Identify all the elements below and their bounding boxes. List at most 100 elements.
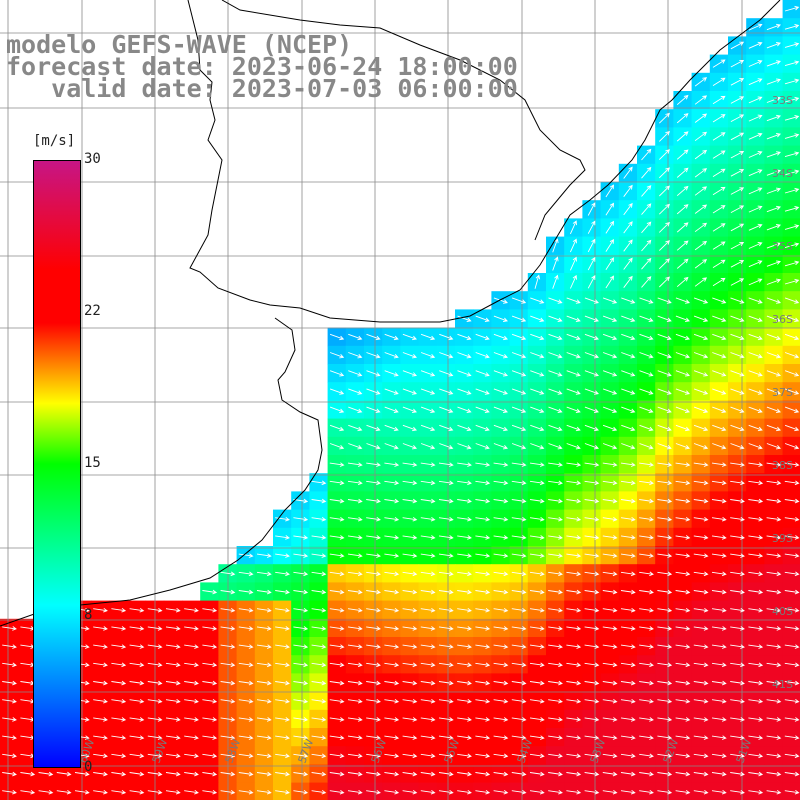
wind-arrow [475, 717, 491, 722]
wind-arrow [639, 535, 654, 540]
wind-arrow [657, 717, 673, 722]
wind-arrow [639, 352, 654, 359]
wind-arrow [675, 480, 691, 486]
wind-arrow [712, 388, 727, 395]
wind-arrow [511, 535, 527, 540]
wind-arrow [620, 735, 636, 740]
wind-arrow [493, 571, 509, 577]
wind-arrow [784, 297, 800, 304]
wind-arrow [748, 735, 764, 740]
wind-arrow [675, 644, 691, 649]
wind-arrow [657, 480, 673, 486]
wind-arrow [730, 535, 745, 540]
wind-arrow [621, 388, 636, 395]
colorbar-tick-15: 15 [84, 455, 101, 471]
wind-arrow [529, 571, 545, 577]
wind-arrow [129, 771, 145, 777]
wind-arrow [566, 698, 582, 704]
wind-arrow [676, 204, 689, 215]
wind-arrow [602, 698, 618, 704]
wind-arrow [457, 735, 472, 740]
wind-arrow [602, 662, 618, 668]
wind-arrow [552, 256, 559, 271]
wind-arrow [165, 644, 181, 649]
wind-arrow [2, 735, 17, 740]
wind-arrow [748, 388, 763, 395]
wind-arrow [730, 260, 745, 268]
wind-arrow [475, 370, 490, 377]
wind-arrow [475, 680, 491, 686]
wind-arrow [602, 735, 618, 740]
wind-arrow [402, 717, 418, 722]
wind-arrow [438, 771, 454, 777]
wind-arrow [147, 717, 163, 722]
wind-arrow [293, 753, 309, 759]
wind-arrow [311, 480, 327, 486]
wind-arrow [605, 184, 615, 198]
wind-arrow [675, 662, 691, 668]
wind-arrow [623, 257, 633, 270]
wind-arrow [675, 680, 691, 686]
wind-arrow [766, 187, 781, 194]
wind-arrow [566, 771, 582, 777]
wind-arrow [748, 462, 764, 467]
wind-arrow [93, 789, 108, 795]
wind-arrow [784, 370, 800, 377]
wind-arrow [202, 717, 218, 722]
wind-arrow [402, 424, 417, 432]
wind-arrow [475, 698, 491, 704]
wind-arrow [438, 535, 454, 540]
wind-arrow [384, 789, 400, 795]
wind-arrow [220, 771, 236, 777]
wind-arrow [730, 480, 745, 486]
wind-arrow [347, 553, 363, 558]
wind-arrow [74, 771, 90, 777]
wind-arrow [256, 771, 272, 777]
wind-arrow [111, 680, 127, 686]
wind-arrow [256, 589, 272, 595]
wind-arrow [584, 315, 599, 322]
wind-arrow [620, 480, 636, 486]
wind-arrow [457, 370, 472, 377]
wind-arrow [329, 553, 345, 558]
wind-arrow [748, 498, 764, 504]
wind-arrow [202, 589, 218, 595]
wind-arrow [730, 789, 745, 795]
wind-arrow [293, 535, 309, 540]
wind-arrow [402, 680, 418, 686]
wind-arrow [730, 352, 745, 359]
wind-arrow [675, 753, 691, 759]
wind-arrow [2, 789, 17, 795]
wind-arrow [165, 735, 181, 740]
wind-arrow [711, 480, 727, 486]
wind-arrow [676, 113, 689, 124]
wind-arrow [584, 589, 600, 595]
wind-arrow [256, 789, 272, 795]
wind-arrow [784, 771, 800, 777]
wind-arrow [311, 698, 327, 704]
wind-arrow [693, 698, 709, 704]
wind-arrow [74, 789, 90, 795]
wind-arrow [566, 535, 582, 540]
wind-arrow [602, 406, 618, 413]
wind-arrow [402, 388, 417, 395]
wind-arrow [438, 553, 454, 558]
wind-arrow [202, 680, 218, 686]
wind-arrow [605, 202, 615, 216]
wind-arrow [384, 553, 400, 558]
wind-arrow [256, 717, 272, 722]
wind-arrow [676, 240, 689, 251]
wind-arrow [621, 333, 636, 341]
wind-arrow [438, 789, 454, 795]
wind-arrow [329, 626, 345, 631]
wind-arrow [511, 626, 527, 631]
wind-arrow [693, 333, 709, 341]
wind-arrow [311, 771, 327, 777]
wind-arrow [275, 607, 290, 613]
wind-arrow [439, 370, 454, 377]
wind-arrow [529, 498, 545, 504]
wind-arrow [620, 535, 636, 540]
wind-arrow [238, 644, 254, 649]
colorbar [33, 160, 81, 768]
wind-arrow [530, 315, 545, 322]
